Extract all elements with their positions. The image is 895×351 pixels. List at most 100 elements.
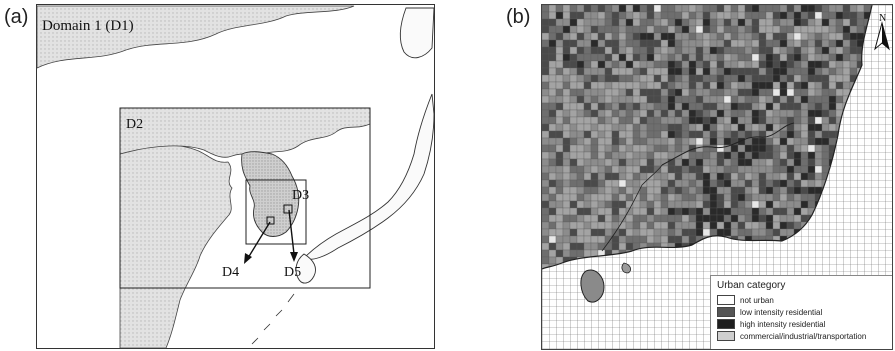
land-cell	[716, 25, 725, 34]
land-cell	[674, 5, 683, 13]
land-cell	[723, 39, 732, 48]
land-cell	[681, 60, 690, 69]
land-cell	[772, 5, 781, 13]
island	[580, 269, 605, 303]
land-cell	[779, 25, 788, 34]
land-cell	[569, 102, 578, 111]
land-cell	[604, 228, 613, 237]
land-cell	[842, 25, 851, 34]
land-cell	[542, 256, 550, 265]
land-cell	[765, 81, 774, 90]
land-cell	[597, 109, 606, 118]
land-cell	[723, 179, 732, 188]
land-cell	[779, 67, 788, 76]
land-cell	[814, 172, 823, 181]
land-cell	[723, 186, 732, 195]
land-cell	[576, 88, 585, 97]
land-cell	[625, 172, 634, 181]
land-cell	[702, 32, 711, 41]
land-cell	[590, 116, 599, 125]
land-cell	[842, 32, 851, 41]
land-cell	[646, 46, 655, 55]
land-cell	[702, 130, 711, 139]
land-cell	[716, 95, 725, 104]
land-cell	[765, 32, 774, 41]
land-cell	[618, 179, 627, 188]
land-cell	[709, 5, 718, 13]
land-cell	[639, 228, 648, 237]
land-cell	[660, 186, 669, 195]
land-cell	[681, 88, 690, 97]
land-cell	[793, 207, 802, 216]
land-cell	[611, 88, 620, 97]
land-cell	[828, 11, 837, 20]
land-cell	[632, 151, 641, 160]
land-cell	[737, 67, 746, 76]
land-cell	[709, 151, 718, 160]
land-cell	[702, 116, 711, 125]
land-cell	[695, 32, 704, 41]
land-cell	[583, 53, 592, 62]
land-cell	[681, 74, 690, 83]
land-cell	[814, 123, 823, 132]
land-cell	[681, 81, 690, 90]
land-cell	[569, 74, 578, 83]
land-cell	[653, 60, 662, 69]
land-cell	[548, 151, 557, 160]
land-cell	[639, 88, 648, 97]
land-cell	[688, 137, 697, 146]
land-cell	[835, 53, 844, 62]
land-cell	[807, 81, 816, 90]
land-cell	[842, 74, 851, 83]
land-cell	[660, 130, 669, 139]
land-cell	[667, 102, 676, 111]
land-cell	[569, 130, 578, 139]
land-cell	[793, 32, 802, 41]
land-cell	[548, 235, 557, 244]
land-cell	[604, 11, 613, 20]
land-cell	[779, 200, 788, 209]
land-cell	[604, 81, 613, 90]
land-cell	[716, 172, 725, 181]
land-cell	[814, 102, 823, 111]
land-cell	[660, 109, 669, 118]
land-cell	[751, 221, 760, 230]
land-cell	[765, 18, 774, 27]
land-cell	[618, 109, 627, 118]
land-cell	[758, 109, 767, 118]
land-cell	[674, 200, 683, 209]
land-cell	[758, 207, 767, 216]
land-cell	[744, 53, 753, 62]
land-cell	[597, 214, 606, 223]
land-cell	[786, 18, 795, 27]
land-cell	[555, 67, 564, 76]
land-cell	[744, 18, 753, 27]
land-cell	[618, 67, 627, 76]
land-cell	[730, 172, 739, 181]
land-cell	[828, 39, 837, 48]
land-cell	[807, 109, 816, 118]
land-cell	[772, 53, 781, 62]
land-cell	[723, 74, 732, 83]
land-cell	[779, 18, 788, 27]
land-cell	[709, 130, 718, 139]
land-cell	[576, 242, 585, 251]
land-cell	[779, 60, 788, 69]
land-cell	[618, 130, 627, 139]
land-cell	[611, 67, 620, 76]
land-cell	[555, 46, 564, 55]
land-cell	[576, 172, 585, 181]
land-cell	[604, 214, 613, 223]
land-cell	[716, 102, 725, 111]
land-cell	[604, 60, 613, 69]
land-cell	[660, 67, 669, 76]
land-cell	[695, 102, 704, 111]
land-cell	[562, 172, 571, 181]
land-cell	[562, 95, 571, 104]
land-cell	[751, 137, 760, 146]
land-cell	[548, 158, 557, 167]
land-cell	[800, 186, 809, 195]
land-cell	[716, 221, 725, 230]
land-cell	[625, 116, 634, 125]
land-cell	[702, 46, 711, 55]
